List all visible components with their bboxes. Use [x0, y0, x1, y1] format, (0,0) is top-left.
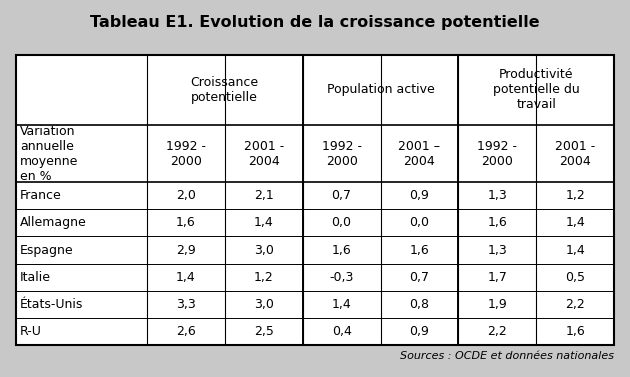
Text: 1992 -
2000: 1992 - 2000 [166, 139, 206, 167]
Text: 1,6: 1,6 [410, 244, 430, 257]
Text: 2,1: 2,1 [254, 189, 273, 202]
Text: Sources : OCDE et données nationales: Sources : OCDE et données nationales [400, 351, 614, 361]
Text: 0,5: 0,5 [565, 271, 585, 284]
Text: 1,2: 1,2 [254, 271, 273, 284]
Text: 0,0: 0,0 [410, 216, 430, 230]
Text: 1,3: 1,3 [488, 244, 507, 257]
Bar [0, 0, 630, 45]
Text: 2,5: 2,5 [254, 325, 273, 338]
Text: France: France [20, 189, 62, 202]
Text: 0,9: 0,9 [410, 189, 430, 202]
Text: 1,6: 1,6 [488, 216, 507, 230]
Text: 2,2: 2,2 [488, 325, 507, 338]
Text: Croissance
potentielle: Croissance potentielle [191, 76, 259, 104]
Text: 0,7: 0,7 [331, 189, 352, 202]
Text: Allemagne: Allemagne [20, 216, 87, 230]
Text: 3,0: 3,0 [254, 298, 273, 311]
Text: Tableau E1. Evolution de la croissance potentielle: Tableau E1. Evolution de la croissance p… [90, 15, 540, 30]
Text: États-Unis: États-Unis [20, 298, 84, 311]
Text: 1,7: 1,7 [488, 271, 507, 284]
Text: 2001 -
2004: 2001 - 2004 [244, 139, 284, 167]
Text: 1,4: 1,4 [565, 244, 585, 257]
Text: 1,4: 1,4 [176, 271, 196, 284]
Text: 2,0: 2,0 [176, 189, 196, 202]
Text: 2001 –
2004: 2001 – 2004 [399, 139, 440, 167]
Text: 1,6: 1,6 [565, 325, 585, 338]
Text: 0,9: 0,9 [410, 325, 430, 338]
Text: 3,0: 3,0 [254, 244, 273, 257]
Bar [16, 55, 614, 345]
Text: 3,3: 3,3 [176, 298, 196, 311]
Text: 2,6: 2,6 [176, 325, 196, 338]
Text: Population active: Population active [326, 83, 435, 96]
Text: 2,2: 2,2 [565, 298, 585, 311]
Text: Productivité
potentielle du
travail: Productivité potentielle du travail [493, 68, 580, 111]
Text: 2001 -
2004: 2001 - 2004 [555, 139, 595, 167]
Text: 1,3: 1,3 [488, 189, 507, 202]
Text: Italie: Italie [20, 271, 51, 284]
Text: 1,4: 1,4 [254, 216, 273, 230]
Text: 1,4: 1,4 [332, 298, 352, 311]
Text: 1992 -
2000: 1992 - 2000 [321, 139, 362, 167]
Text: 0,8: 0,8 [410, 298, 430, 311]
Text: 1,2: 1,2 [565, 189, 585, 202]
Text: 0,0: 0,0 [331, 216, 352, 230]
Text: 1992 -
2000: 1992 - 2000 [478, 139, 517, 167]
Text: -0,3: -0,3 [329, 271, 354, 284]
Text: 2,9: 2,9 [176, 244, 196, 257]
Text: 1,6: 1,6 [176, 216, 196, 230]
Text: 1,6: 1,6 [332, 244, 352, 257]
Text: Espagne: Espagne [20, 244, 74, 257]
Text: R-U: R-U [20, 325, 42, 338]
Text: Variation
annuelle
moyenne
en %: Variation annuelle moyenne en % [20, 124, 79, 182]
Text: 0,7: 0,7 [410, 271, 430, 284]
Text: 1,9: 1,9 [488, 298, 507, 311]
Text: 1,4: 1,4 [565, 216, 585, 230]
Text: 0,4: 0,4 [331, 325, 352, 338]
